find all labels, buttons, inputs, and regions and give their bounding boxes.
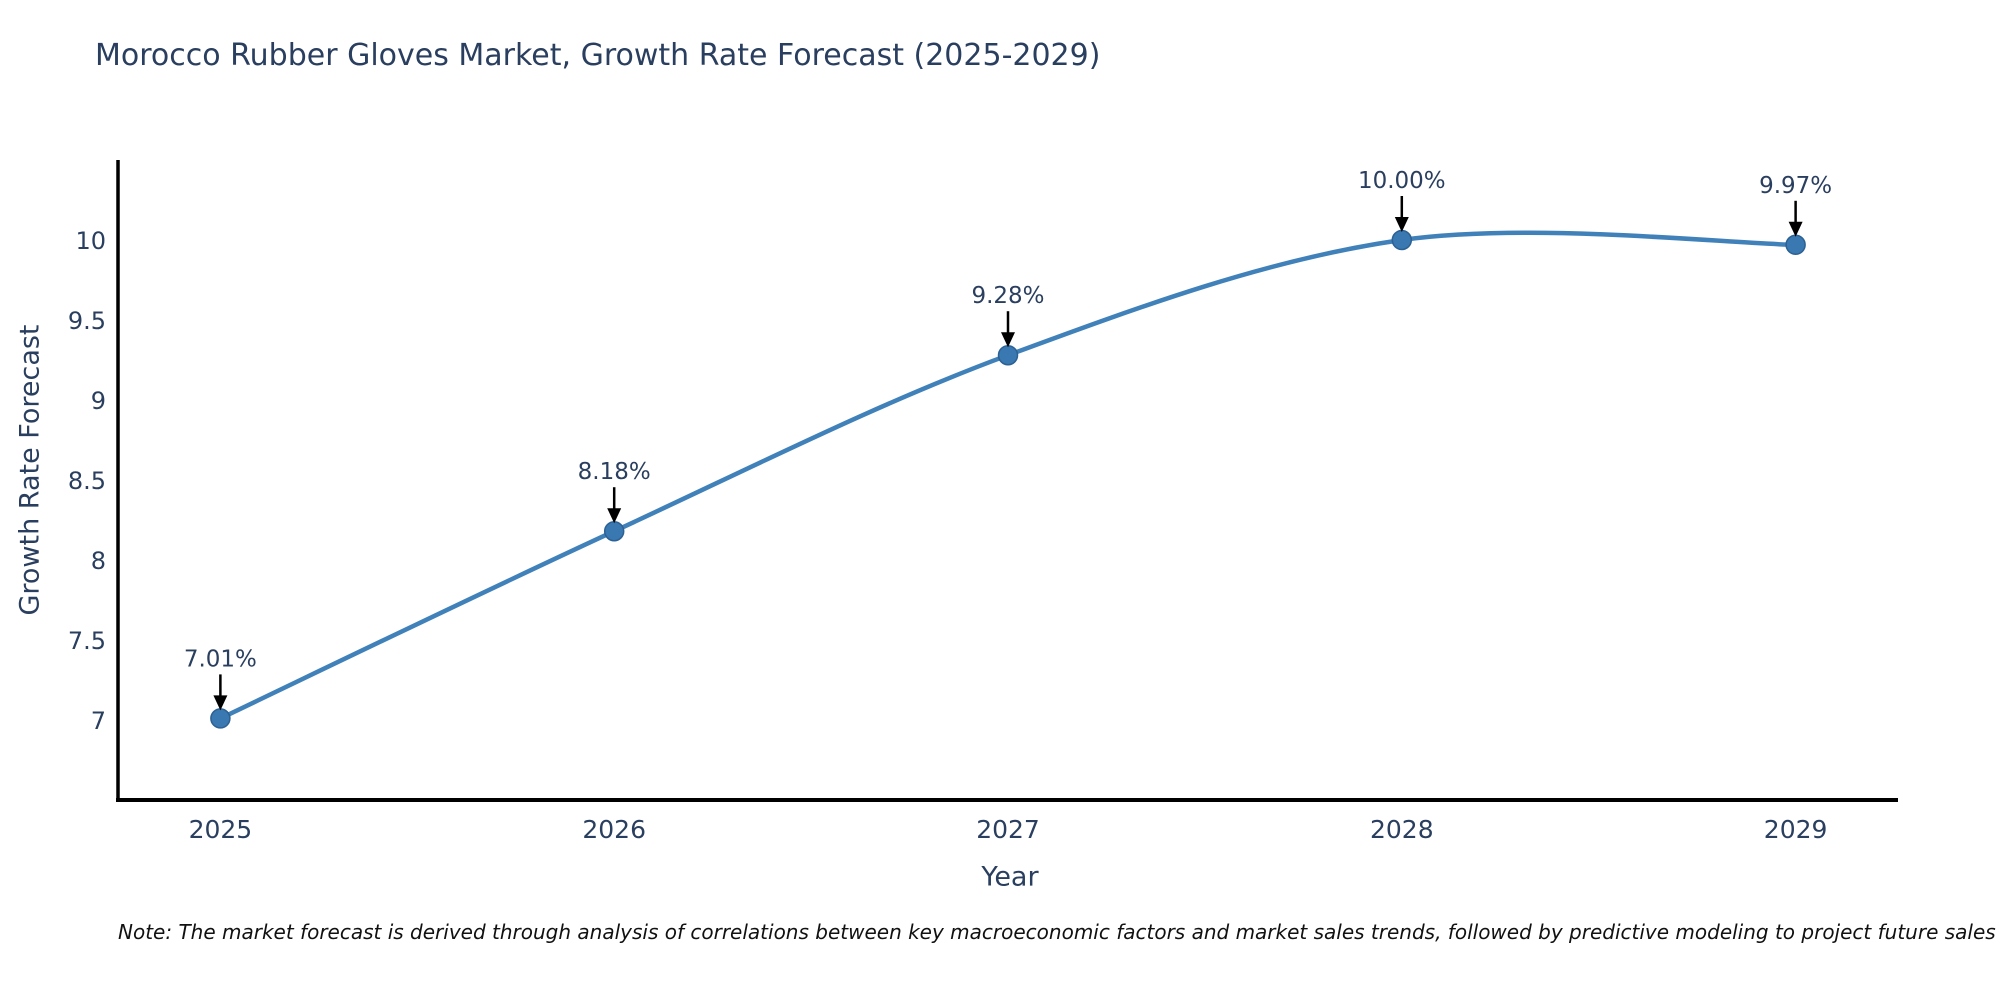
y-axis-title: Growth Rate Forecast	[14, 324, 46, 616]
y-tick-label: 8.5	[68, 467, 106, 495]
data-point-label: 10.00%	[1358, 168, 1446, 194]
data-point	[603, 520, 625, 542]
x-tick-label: 2029	[1764, 815, 1828, 844]
annotation-arrowhead	[1394, 217, 1409, 232]
x-tick-label: 2025	[189, 815, 253, 844]
y-tick-label: 7	[91, 707, 106, 735]
footnote: Note: The market forecast is derived thr…	[118, 920, 1996, 944]
x-axis-title: Year	[981, 861, 1039, 893]
y-tick-label: 7.5	[68, 627, 106, 655]
y-tick-label: 8	[91, 547, 106, 575]
y-tick-label: 9.5	[68, 307, 106, 335]
y-tick-label: 10	[75, 227, 106, 255]
x-tick-label: 2026	[582, 815, 646, 844]
data-point-label: 9.97%	[1759, 173, 1832, 199]
data-point	[997, 344, 1019, 366]
y-tick-label: 9	[91, 387, 106, 415]
annotation-arrowhead	[1001, 332, 1015, 348]
annotation-arrowhead	[213, 695, 228, 711]
data-point-label: 9.28%	[971, 283, 1044, 309]
data-point	[210, 708, 231, 729]
x-tick-label: 2027	[976, 815, 1040, 844]
annotation-arrowhead	[1788, 221, 1803, 237]
data-point-label: 8.18%	[578, 459, 651, 485]
data-point-label: 7.01%	[184, 646, 257, 672]
data-point	[1391, 229, 1413, 251]
data-point	[1785, 234, 1806, 256]
x-tick-label: 2028	[1370, 815, 1434, 844]
chart-title: Morocco Rubber Gloves Market, Growth Rat…	[95, 38, 1101, 73]
annotation-arrowhead	[607, 508, 622, 524]
